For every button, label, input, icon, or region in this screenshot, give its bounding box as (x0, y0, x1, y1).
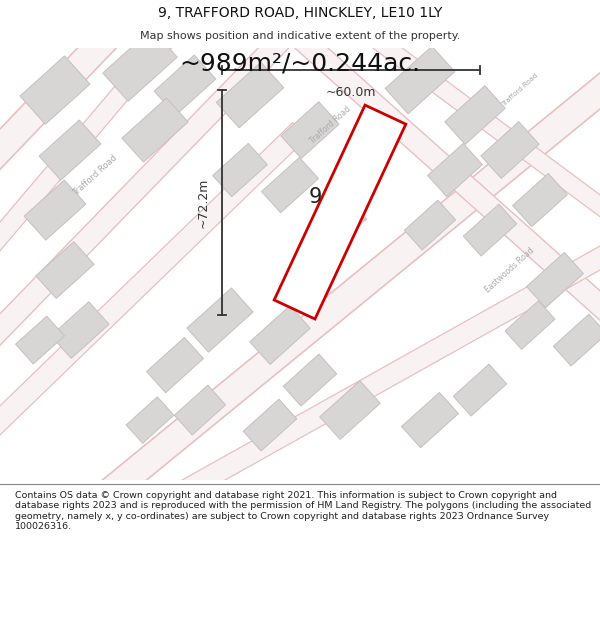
Polygon shape (463, 204, 517, 256)
Polygon shape (187, 288, 253, 352)
Polygon shape (313, 199, 367, 251)
Polygon shape (91, 39, 600, 511)
Text: Contains OS data © Crown copyright and database right 2021. This information is : Contains OS data © Crown copyright and d… (15, 491, 591, 531)
Text: Trafford Road: Trafford Road (71, 153, 119, 197)
Polygon shape (320, 381, 380, 439)
Polygon shape (126, 397, 174, 443)
Polygon shape (103, 29, 177, 101)
Polygon shape (345, 13, 600, 287)
Polygon shape (512, 173, 568, 227)
Polygon shape (527, 253, 583, 308)
Text: ~989m²/~0.244ac.: ~989m²/~0.244ac. (179, 51, 421, 75)
Polygon shape (175, 385, 226, 435)
Polygon shape (505, 301, 555, 349)
Polygon shape (262, 158, 319, 212)
Polygon shape (401, 392, 458, 448)
Polygon shape (154, 55, 216, 115)
Polygon shape (283, 354, 337, 406)
Polygon shape (145, 221, 600, 519)
Text: 9: 9 (308, 187, 322, 207)
Polygon shape (445, 86, 505, 144)
Polygon shape (36, 242, 94, 298)
Polygon shape (243, 399, 297, 451)
Polygon shape (212, 143, 268, 197)
Text: Trafford Road: Trafford Road (308, 104, 352, 146)
Polygon shape (0, 122, 307, 438)
Polygon shape (404, 200, 455, 250)
Text: ~72.2m: ~72.2m (197, 177, 210, 227)
Polygon shape (553, 314, 600, 366)
Polygon shape (0, 0, 440, 180)
Polygon shape (122, 98, 188, 162)
Polygon shape (385, 46, 455, 114)
Polygon shape (16, 316, 65, 364)
Polygon shape (20, 56, 90, 124)
Polygon shape (250, 306, 310, 364)
Polygon shape (272, 12, 600, 358)
Polygon shape (146, 338, 203, 392)
Polygon shape (24, 180, 86, 240)
Polygon shape (0, 0, 328, 357)
Polygon shape (281, 102, 339, 158)
Text: Eastwoods Road: Eastwoods Road (484, 246, 536, 294)
Polygon shape (51, 302, 109, 358)
Text: ~60.0m: ~60.0m (326, 86, 376, 99)
Polygon shape (216, 62, 284, 128)
Text: Map shows position and indicative extent of the property.: Map shows position and indicative extent… (140, 31, 460, 41)
Text: Trafford Road: Trafford Road (501, 72, 539, 107)
Text: 9, TRAFFORD ROAD, HINCKLEY, LE10 1LY: 9, TRAFFORD ROAD, HINCKLEY, LE10 1LY (158, 6, 442, 20)
Polygon shape (274, 105, 406, 319)
Polygon shape (453, 364, 507, 416)
Polygon shape (39, 120, 101, 180)
Polygon shape (332, 142, 388, 198)
Polygon shape (428, 143, 482, 197)
Polygon shape (0, 0, 207, 266)
Polygon shape (481, 122, 539, 178)
Polygon shape (174, 0, 600, 29)
